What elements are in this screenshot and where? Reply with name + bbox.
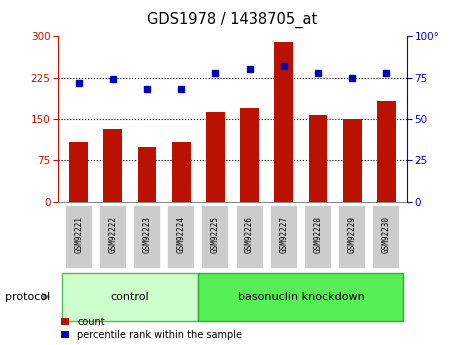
FancyBboxPatch shape [133,205,161,269]
FancyBboxPatch shape [61,273,198,321]
Text: GSM92223: GSM92223 [142,216,152,254]
Bar [69,142,88,202]
Bar [206,112,225,202]
FancyBboxPatch shape [99,205,127,269]
FancyBboxPatch shape [201,205,229,269]
Text: GSM92228: GSM92228 [313,216,323,254]
FancyBboxPatch shape [65,205,93,269]
Text: basonuclin knockdown: basonuclin knockdown [238,292,364,302]
Text: GSM92222: GSM92222 [108,216,117,254]
FancyBboxPatch shape [167,205,195,269]
Bar [240,108,259,202]
FancyBboxPatch shape [270,205,298,269]
FancyBboxPatch shape [338,205,366,269]
Text: GSM92224: GSM92224 [177,216,186,254]
FancyBboxPatch shape [236,205,264,269]
Bar [103,129,122,202]
FancyBboxPatch shape [198,273,404,321]
Text: GSM92230: GSM92230 [382,216,391,254]
Text: GSM92225: GSM92225 [211,216,220,254]
Text: GDS1978 / 1438705_at: GDS1978 / 1438705_at [147,12,318,28]
Bar [138,147,156,202]
Bar [172,142,191,202]
Text: GSM92227: GSM92227 [279,216,288,254]
Legend: count, percentile rank within the sample: count, percentile rank within the sample [60,317,242,340]
Bar [309,115,327,202]
Text: GSM92221: GSM92221 [74,216,83,254]
Text: protocol: protocol [5,292,50,302]
Bar [343,119,362,202]
FancyBboxPatch shape [304,205,332,269]
Text: GSM92226: GSM92226 [245,216,254,254]
FancyBboxPatch shape [372,205,400,269]
Text: control: control [111,292,149,302]
Bar [274,42,293,202]
Text: GSM92229: GSM92229 [348,216,357,254]
Bar [377,101,396,202]
